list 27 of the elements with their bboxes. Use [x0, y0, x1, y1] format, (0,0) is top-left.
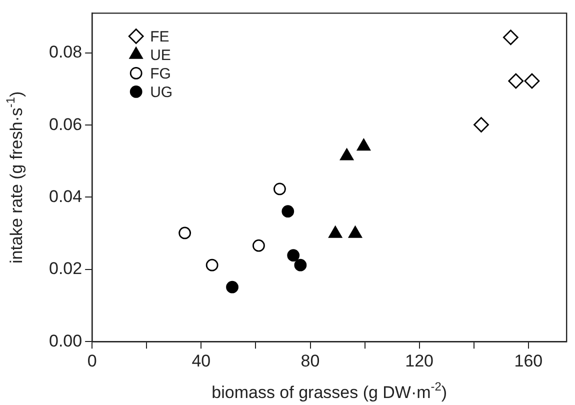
y-axis-title: intake rate (g fresh·s-1) [3, 91, 26, 264]
point [524, 73, 540, 89]
legend-label: UE [150, 46, 171, 64]
legend-label: FE [150, 28, 170, 46]
point [252, 239, 265, 252]
legend-label: FG [150, 65, 171, 82]
x-tick-label: 160 [514, 351, 543, 370]
point [226, 280, 238, 294]
point [282, 205, 294, 218]
point [508, 73, 524, 89]
point [502, 30, 518, 46]
x-tick-label: 120 [405, 351, 434, 370]
point [274, 182, 286, 196]
y-tick-label: 0.06 [48, 114, 82, 134]
x-tick-label: 80 [300, 351, 320, 370]
y-tick-label: 0.00 [48, 331, 82, 350]
point [178, 226, 192, 240]
point [287, 249, 300, 262]
y-tick-label: 0.04 [48, 186, 82, 206]
legend-label: UG [150, 84, 173, 101]
point [474, 117, 489, 132]
point [294, 258, 307, 272]
y-tick-label: 0.02 [48, 259, 82, 278]
x-tick-label: 0 [87, 351, 97, 370]
x-tick-label: 40 [192, 351, 211, 370]
point [206, 258, 218, 272]
y-tick-label: 0.08 [48, 42, 82, 62]
